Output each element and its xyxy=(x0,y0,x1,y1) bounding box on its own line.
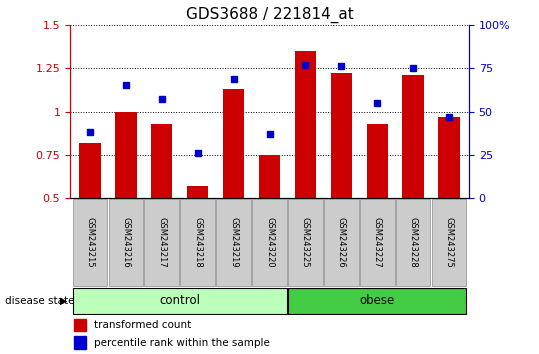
Bar xyxy=(144,199,179,286)
Bar xyxy=(223,89,244,198)
Text: GSM243220: GSM243220 xyxy=(265,217,274,268)
Text: GSM243219: GSM243219 xyxy=(229,217,238,268)
Bar xyxy=(73,199,107,286)
Bar xyxy=(330,73,352,198)
Text: GSM243228: GSM243228 xyxy=(409,217,418,268)
Text: GSM243217: GSM243217 xyxy=(157,217,166,268)
Bar xyxy=(288,199,323,286)
Bar xyxy=(438,117,460,198)
Text: GSM243218: GSM243218 xyxy=(193,217,202,268)
Title: GDS3688 / 221814_at: GDS3688 / 221814_at xyxy=(185,7,354,23)
Text: GSM243215: GSM243215 xyxy=(85,217,94,268)
Bar xyxy=(259,155,280,198)
Bar xyxy=(216,199,251,286)
Text: GSM243227: GSM243227 xyxy=(373,217,382,268)
Text: GSM243275: GSM243275 xyxy=(445,217,454,268)
Bar xyxy=(73,288,287,314)
Text: GSM243226: GSM243226 xyxy=(337,217,346,268)
Bar xyxy=(367,124,388,198)
Bar xyxy=(324,199,358,286)
Bar xyxy=(79,143,101,198)
Text: percentile rank within the sample: percentile rank within the sample xyxy=(94,338,270,348)
Text: ▶: ▶ xyxy=(60,296,67,306)
Bar xyxy=(74,336,86,349)
Text: control: control xyxy=(159,295,200,307)
Text: obese: obese xyxy=(360,295,395,307)
Bar xyxy=(108,199,143,286)
Bar xyxy=(74,319,86,331)
Bar xyxy=(181,199,215,286)
Bar xyxy=(432,199,466,286)
Bar xyxy=(396,199,431,286)
Bar xyxy=(295,51,316,198)
Text: GSM243225: GSM243225 xyxy=(301,217,310,268)
Bar xyxy=(403,75,424,198)
Bar xyxy=(288,288,466,314)
Bar xyxy=(252,199,287,286)
Bar xyxy=(151,124,172,198)
Text: transformed count: transformed count xyxy=(94,320,191,330)
Text: GSM243216: GSM243216 xyxy=(121,217,130,268)
Bar xyxy=(360,199,395,286)
Bar xyxy=(187,186,209,198)
Bar xyxy=(115,112,136,198)
Text: disease state: disease state xyxy=(5,296,78,306)
